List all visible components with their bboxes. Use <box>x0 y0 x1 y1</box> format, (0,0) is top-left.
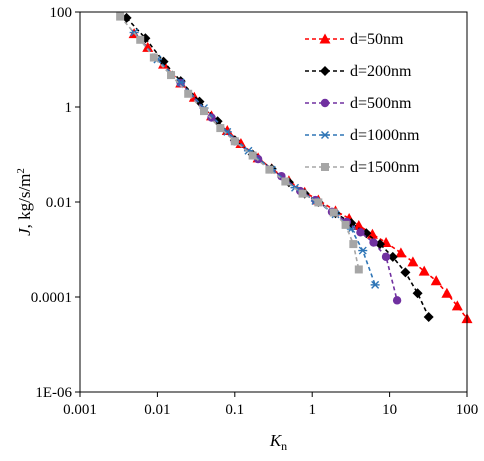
data-point <box>142 41 154 52</box>
data-point <box>441 287 453 298</box>
data-point <box>314 198 323 207</box>
legend-label: d=1500nm <box>350 159 420 176</box>
data-point <box>341 220 350 229</box>
data-point <box>353 220 365 231</box>
data-point <box>329 208 338 217</box>
x-tick-label: 100 <box>456 402 479 418</box>
legend-marker <box>319 33 331 44</box>
data-point <box>149 53 158 62</box>
data-point <box>400 267 411 278</box>
data-point <box>207 113 216 122</box>
y-tick-label: 1 <box>65 100 73 116</box>
data-point <box>407 256 419 267</box>
data-point <box>216 124 225 133</box>
data-point <box>248 151 257 160</box>
data-point <box>418 265 430 276</box>
y-tick-label: 0.01 <box>46 195 72 211</box>
legend-label: d=200nm <box>350 63 412 80</box>
x-tick-label: 0.1 <box>225 402 244 418</box>
data-point <box>387 251 398 262</box>
legend: d=50nm d=200nm d=500nm d=1000nm d=1500nm <box>305 31 420 176</box>
series-d=50nm <box>128 28 473 324</box>
data-point <box>392 296 402 305</box>
data-point <box>298 189 307 198</box>
x-tick-label: 10 <box>382 402 397 418</box>
data-point <box>370 280 380 289</box>
data-point <box>230 137 239 146</box>
y-axis-title: J, kg/s/m2 <box>15 168 34 236</box>
legend-label: d=500nm <box>350 95 412 112</box>
data-point <box>199 107 208 116</box>
legend-item-d=200nm: d=200nm <box>305 63 412 80</box>
data-point <box>451 300 463 311</box>
legend-label: d=50nm <box>350 31 404 48</box>
y-tick-label: 100 <box>50 5 73 21</box>
data-point <box>369 238 378 247</box>
data-point <box>412 288 423 299</box>
legend-marker <box>321 163 329 171</box>
x-axis-title: Kn <box>269 431 287 453</box>
legend-item-d=1500nm: d=1500nm <box>305 159 420 176</box>
series-line <box>133 33 468 320</box>
plot-area <box>116 12 473 324</box>
data-point <box>356 228 365 237</box>
data-series <box>116 12 473 324</box>
data-point <box>194 96 205 107</box>
legend-label: d=1000nm <box>350 127 420 144</box>
data-point <box>381 252 391 262</box>
x-tick-label: 1 <box>308 402 316 418</box>
data-point <box>349 240 358 249</box>
data-point <box>167 71 176 80</box>
data-point <box>265 165 274 174</box>
series-d=1500nm <box>116 12 363 274</box>
legend-marker <box>320 98 330 108</box>
data-point <box>354 265 363 274</box>
legend-item-d=500nm: d=500nm <box>305 95 412 112</box>
x-tick-label: 0.001 <box>63 402 97 418</box>
axes: 0.001 0.01 0.1 1 10 100 1E-06 0.0001 0.01 1 100 Kn J… <box>15 5 478 453</box>
legend-item-d=50nm: d=50nm <box>305 31 404 48</box>
data-point <box>423 311 434 322</box>
data-point <box>116 12 125 21</box>
y-tick-label: 0.0001 <box>31 290 72 306</box>
data-point <box>136 35 145 44</box>
data-point <box>358 246 368 255</box>
data-point <box>281 177 290 186</box>
data-point <box>430 275 442 286</box>
y-tick-label: 1E-06 <box>35 385 72 401</box>
data-point <box>395 247 407 258</box>
legend-item-d=1000nm: d=1000nm <box>305 127 420 144</box>
x-tick-label: 0.01 <box>144 402 170 418</box>
legend-marker <box>320 131 330 139</box>
data-point <box>184 89 193 98</box>
legend-marker <box>320 66 330 76</box>
